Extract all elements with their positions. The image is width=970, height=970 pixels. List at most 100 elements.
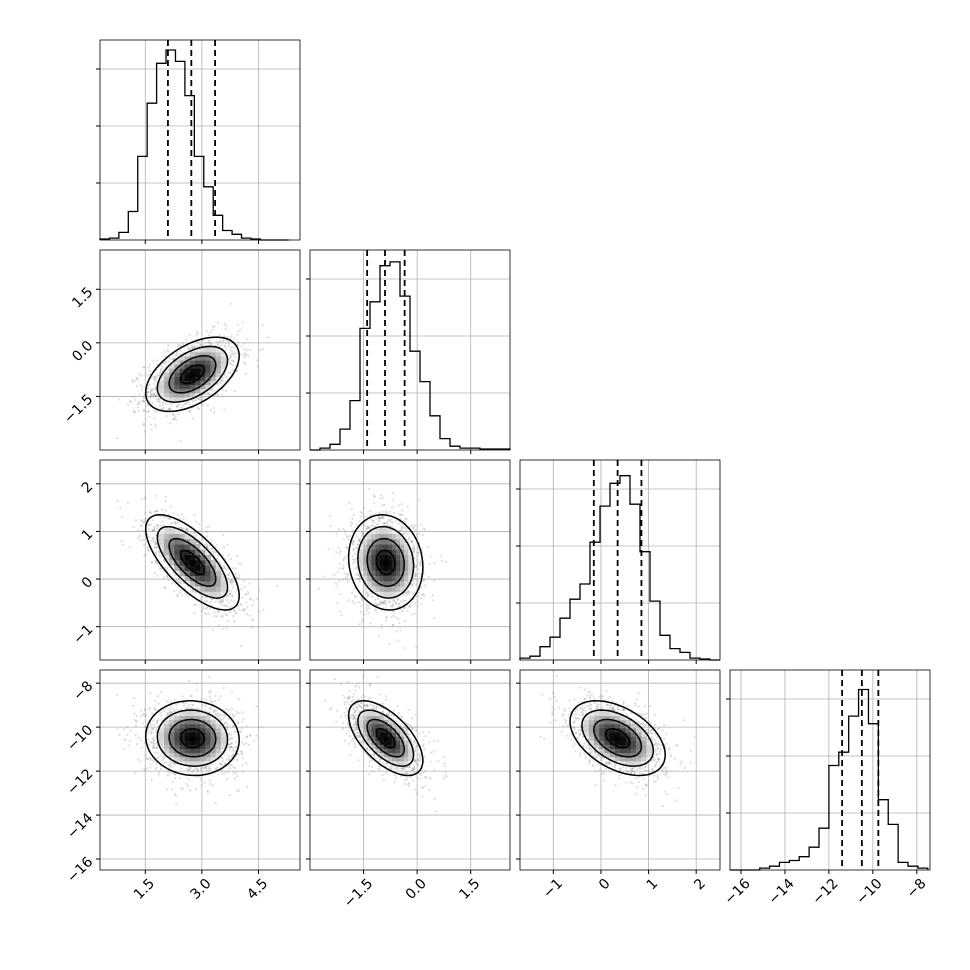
density-cell	[195, 554, 201, 561]
sample-point	[136, 376, 139, 380]
density-cell	[195, 565, 201, 571]
density-cell	[375, 559, 381, 566]
sample-point	[386, 522, 389, 525]
sample-point	[377, 603, 380, 606]
sample-point	[160, 567, 163, 571]
density-cell	[391, 580, 397, 587]
sample-point	[392, 599, 395, 602]
sample-point	[431, 594, 434, 597]
density-cell	[215, 355, 222, 361]
sample-point	[158, 551, 161, 554]
density-cell	[400, 559, 405, 566]
density-cell	[400, 554, 405, 561]
density-cell	[371, 549, 377, 556]
sample-point	[245, 593, 248, 597]
density-cell	[210, 360, 217, 365]
sample-point	[132, 526, 135, 529]
sample-point	[379, 602, 383, 605]
density-cell	[189, 384, 196, 390]
sample-point	[342, 557, 345, 561]
sample-point	[229, 579, 232, 582]
sample-point	[367, 526, 370, 529]
density-cell	[195, 559, 201, 566]
sample-point	[175, 353, 178, 356]
sample-point	[227, 345, 230, 348]
sample-point	[155, 561, 158, 564]
density-cell	[367, 559, 372, 566]
density-cell	[400, 586, 405, 592]
sample-point	[155, 730, 158, 734]
density-cell	[164, 376, 170, 381]
density-cell	[205, 580, 211, 587]
density-cell	[379, 533, 385, 540]
sample-point	[239, 603, 242, 607]
sample-point	[228, 593, 231, 596]
sample-point	[162, 757, 166, 760]
sample-point	[210, 390, 213, 393]
sample-point	[218, 340, 221, 344]
sample-point	[385, 511, 388, 515]
sample-point	[397, 605, 400, 608]
sample-point	[147, 409, 150, 412]
sample-point	[169, 505, 172, 508]
density-cell	[195, 392, 201, 398]
sample-point	[154, 547, 157, 550]
sample-point	[163, 350, 166, 354]
sample-point	[352, 562, 355, 565]
sample-point	[148, 708, 151, 711]
sample-point	[149, 540, 153, 543]
sample-point	[174, 522, 177, 525]
sample-point	[368, 607, 371, 610]
sample-point	[161, 407, 164, 410]
density-cell	[164, 392, 170, 398]
sample-point	[173, 762, 176, 766]
sample-point	[405, 532, 408, 535]
density-cell	[371, 580, 377, 587]
sample-point	[187, 704, 191, 707]
sample-point	[367, 527, 370, 530]
density-cell	[210, 575, 217, 582]
sample-point	[403, 620, 406, 623]
sample-point	[232, 359, 235, 362]
density-cell	[195, 575, 201, 582]
sample-point	[412, 582, 415, 585]
sample-point	[223, 323, 226, 326]
sample-point	[194, 532, 197, 535]
sample-point	[142, 423, 145, 426]
sample-point	[200, 399, 203, 402]
density-cell	[179, 570, 186, 576]
sample-point	[155, 524, 158, 527]
density-cell	[210, 580, 217, 587]
sample-point	[352, 540, 355, 543]
sample-point	[151, 539, 154, 542]
sample-point	[422, 593, 425, 596]
sample-point	[243, 585, 246, 589]
sample-point	[416, 582, 419, 585]
density-cell	[404, 544, 409, 550]
density-cell	[379, 528, 385, 535]
sample-point	[142, 396, 145, 399]
sample-point	[379, 601, 382, 604]
density-cell	[359, 570, 364, 576]
sample-point	[420, 593, 423, 596]
sample-point	[419, 576, 422, 579]
sample-point	[227, 554, 230, 557]
density-cell	[400, 580, 405, 587]
density-cell	[395, 591, 401, 597]
sample-point	[367, 594, 370, 597]
sample-point	[391, 521, 394, 524]
sample-point	[249, 597, 252, 600]
density-cell	[215, 360, 222, 365]
sample-point	[392, 610, 395, 613]
sample-point	[200, 784, 203, 787]
sample-point	[218, 600, 221, 604]
sample-point	[394, 600, 397, 603]
sample-point	[397, 617, 400, 620]
density-cell	[200, 544, 206, 550]
sample-point	[226, 544, 229, 547]
density-cell	[391, 528, 397, 535]
sample-point	[122, 543, 125, 546]
sample-point	[148, 549, 151, 552]
density-cell	[363, 554, 368, 561]
sample-point	[401, 528, 404, 531]
